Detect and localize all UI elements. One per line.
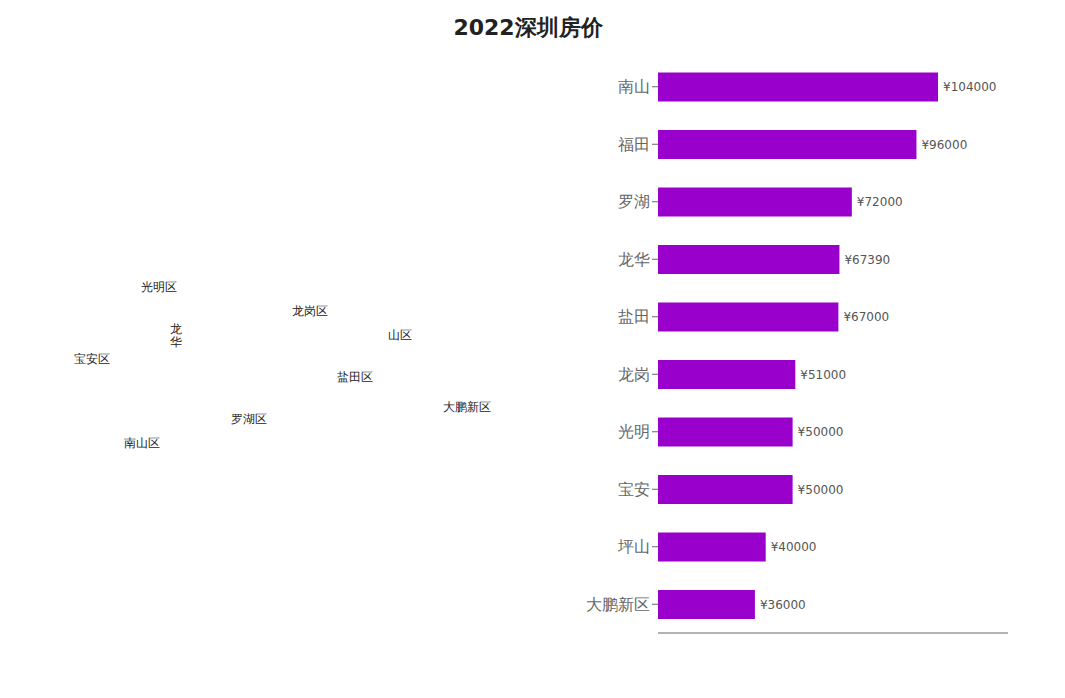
html-text:盐田区: 盐田区	[337, 370, 374, 385]
html-text:宝安区: 宝安区	[74, 352, 110, 367]
svg-text:龙岗: 龙岗	[618, 365, 650, 384]
svg-text:¥72000: ¥72000	[857, 195, 903, 209]
svg-text:¥50000: ¥50000	[798, 425, 844, 439]
html-text:龙岗区: 龙岗区	[292, 304, 329, 319]
svg-text:¥51000: ¥51000	[800, 368, 846, 382]
html-text:光明区: 光明区	[141, 280, 178, 295]
svg-text:¥36000: ¥36000	[760, 598, 806, 612]
html-text:罗湖区: 罗湖区	[230, 412, 267, 427]
html-text:龙 华: 龙 华	[170, 321, 182, 349]
svg-text:¥104000: ¥104000	[943, 80, 996, 94]
html-text:山区: 山区	[388, 328, 412, 343]
svg-text:¥67000: ¥67000	[843, 310, 889, 324]
svg-text:坪山: 坪山	[617, 537, 650, 556]
html-text:2022深圳房价: 2022深圳房价	[453, 15, 603, 40]
svg-text:罗湖: 罗湖	[618, 192, 650, 211]
svg-text:¥40000: ¥40000	[771, 540, 817, 554]
html-text:大鹏新区: 大鹏新区	[443, 400, 492, 415]
html-text:南山区: 南山区	[124, 436, 161, 451]
svg-text:¥50000: ¥50000	[798, 483, 844, 497]
svg-text:宝安: 宝安	[618, 480, 650, 499]
svg-text:大鹏新区: 大鹏新区	[586, 595, 650, 614]
svg-text:福田: 福田	[618, 135, 650, 154]
svg-text:¥67390: ¥67390	[844, 253, 890, 267]
svg-text:龙华: 龙华	[618, 250, 650, 269]
svg-text:光明: 光明	[618, 422, 650, 441]
svg-text:盐田: 盐田	[618, 307, 650, 326]
svg-text:¥96000: ¥96000	[921, 138, 967, 152]
svg-text:南山: 南山	[618, 77, 650, 96]
